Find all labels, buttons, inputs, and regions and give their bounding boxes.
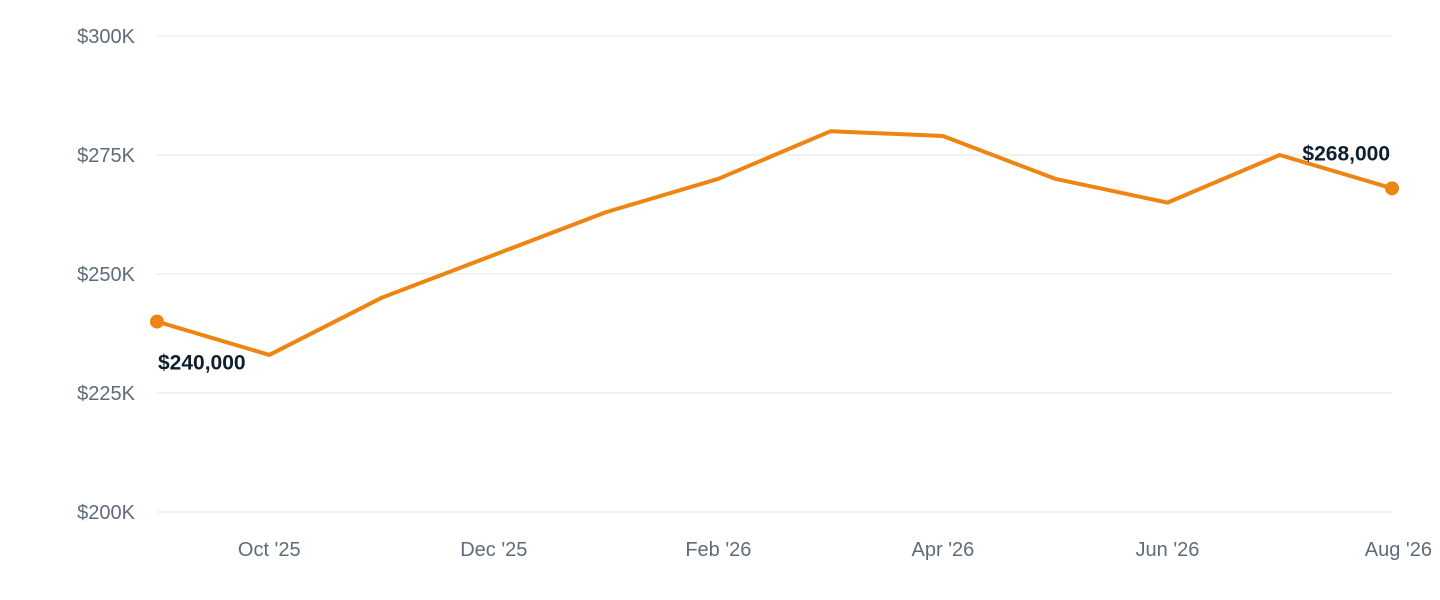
series-group	[155, 129, 1394, 357]
x-tick-label: Jun '26	[1136, 539, 1200, 561]
x-tick-label: Dec '25	[460, 539, 527, 561]
y-tick-label: $275K	[77, 145, 135, 167]
x-tick-label: Feb '26	[685, 539, 751, 561]
y-tick-label: $225K	[77, 383, 135, 405]
y-tick-label: $250K	[77, 264, 135, 286]
y-tick-label: $300K	[77, 26, 135, 48]
x-tick-label: Oct '25	[238, 539, 301, 561]
data-labels: $240,000 $268,000	[150, 142, 1399, 375]
gridlines	[157, 35, 1392, 513]
data-point-marker	[150, 314, 164, 329]
x-tick-label: Aug '26	[1365, 539, 1432, 561]
x-axis: Oct '25 Dec '25 Feb '26 Apr '26 Jun '26 Aug '…	[238, 539, 1432, 561]
data-label: $268,000	[1302, 142, 1390, 165]
y-tick-label: $200K	[77, 502, 135, 524]
series-line	[155, 129, 1394, 357]
x-tick-label: Apr '26	[912, 539, 975, 561]
data-point-marker	[1385, 181, 1399, 196]
y-axis: $300K $275K $250K $225K $200K	[77, 26, 135, 524]
data-label: $240,000	[158, 352, 246, 375]
